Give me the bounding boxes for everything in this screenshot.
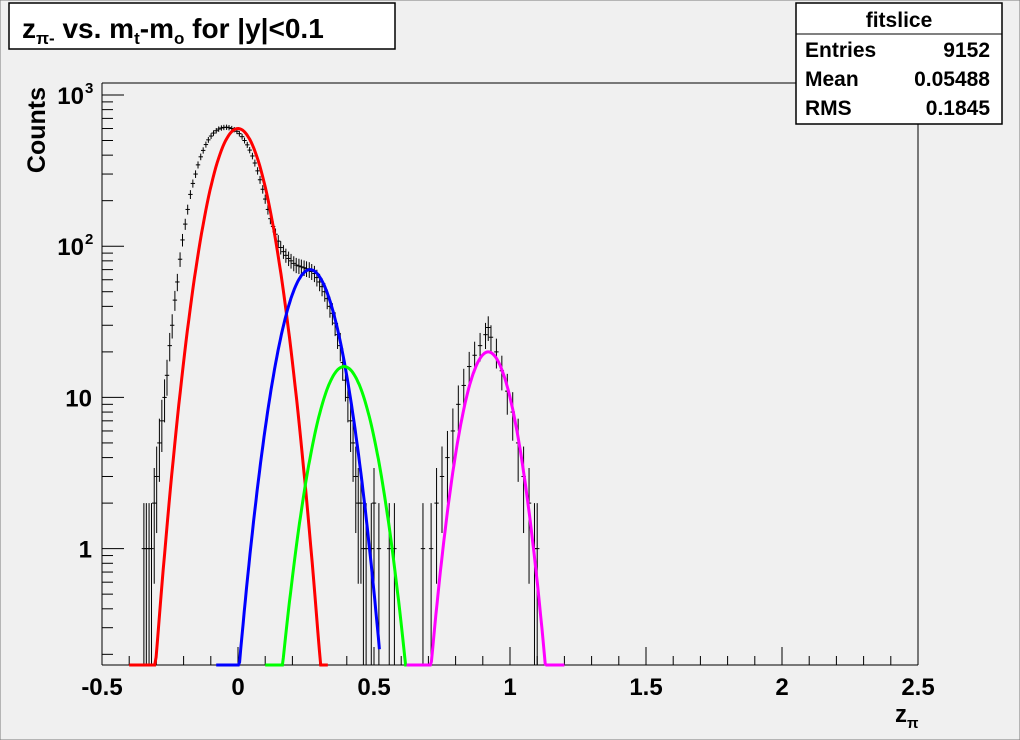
- y-tick-label: 10: [65, 385, 92, 412]
- title-minus-m: -m: [140, 13, 174, 44]
- svg-text:zπ- vs. mt-mo for |y|<0.1: zπ- vs. mt-mo for |y|<0.1: [22, 13, 324, 48]
- title-vs-m: vs. m: [55, 13, 134, 44]
- x-tick-label: 0: [231, 674, 244, 701]
- stats-box: fitslice Entries 9152 Mean 0.05488 RMS 0…: [795, 2, 1003, 125]
- stats-mean-label: Mean: [805, 68, 859, 91]
- x-tick-label: 2.5: [901, 674, 934, 701]
- chart-marks: [129, 124, 565, 667]
- x-tick-label: 1.5: [629, 674, 662, 701]
- y-tick-exponent: 3: [85, 80, 93, 97]
- stats-entries-value: 9152: [943, 39, 990, 62]
- x-axis-label: zπ: [895, 701, 919, 732]
- y-tick-exponent: 2: [85, 231, 93, 248]
- fit-curve-magenta: [406, 350, 565, 667]
- title-z: z: [22, 13, 36, 44]
- x-tick-label: 2: [775, 674, 788, 701]
- x-tick-label: -0.5: [81, 674, 122, 701]
- fit-curve-blue: [216, 268, 381, 667]
- y-tick-label: 10: [57, 234, 84, 261]
- y-tick-label: 10: [57, 83, 84, 110]
- y-axis-label: Counts: [23, 87, 51, 173]
- stats-title: fitslice: [866, 9, 933, 32]
- stats-mean-value: 0.05488: [914, 68, 990, 91]
- x-axis-label-z: z: [895, 701, 907, 728]
- fit-curve-green: [265, 364, 408, 667]
- title-tail: for |y|<0.1: [184, 13, 323, 44]
- x-tick-label: 0.5: [357, 674, 390, 701]
- y-tick-label: 1: [79, 537, 92, 564]
- x-tick-label: 1: [503, 674, 516, 701]
- fit-curve-red: [129, 126, 328, 667]
- title-sub-t: t: [134, 29, 140, 48]
- title-sub-o: o: [174, 29, 184, 48]
- stats-entries-label: Entries: [805, 39, 876, 62]
- stats-rms-value: 0.1845: [926, 97, 991, 120]
- stats-rms-label: RMS: [805, 97, 852, 120]
- x-axis-label-sub: π: [907, 715, 919, 732]
- title-sub-pi: π-: [36, 29, 55, 48]
- title-box: zπ- vs. mt-mo for |y|<0.1: [8, 2, 396, 50]
